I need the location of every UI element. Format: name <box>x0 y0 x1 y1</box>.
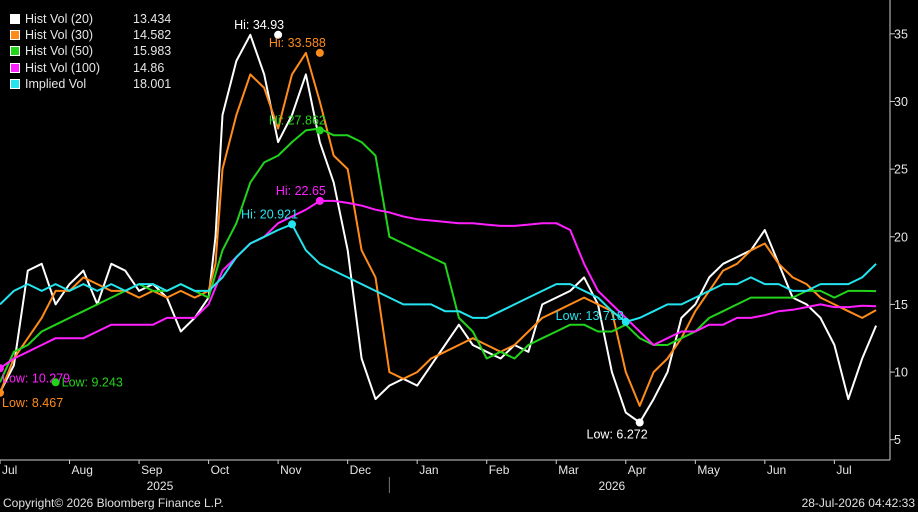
footer: Copyright© 2026 Bloomberg Finance L.P. 2… <box>0 494 918 512</box>
x-tick-label: Oct <box>211 463 230 477</box>
annotation-label: Low: 6.272 <box>587 427 648 441</box>
x-tick-label: Dec <box>350 463 371 477</box>
y-tick-label: 35 <box>894 27 908 41</box>
annotation-marker <box>315 126 324 135</box>
x-tick-label: Apr <box>628 463 647 477</box>
year-label: 2026 <box>599 479 626 493</box>
x-tick-label: Jul <box>2 463 17 477</box>
series-line <box>0 199 877 370</box>
legend-label: Hist Vol (100) <box>25 60 101 75</box>
annotation-label: Hi: 34.93 <box>234 18 284 32</box>
annotation-label: Hi: 27.862 <box>269 113 326 127</box>
annotation-marker <box>635 418 644 427</box>
y-tick-label: 15 <box>894 298 908 312</box>
legend-value: 13.434 <box>133 12 172 27</box>
legend-label: Hist Vol (50) <box>25 44 94 59</box>
series-line <box>0 33 878 424</box>
annotation-label: Low: 9.243 <box>62 375 123 389</box>
x-tick-label: Nov <box>280 463 301 477</box>
legend-value: 14.582 <box>133 28 172 43</box>
y-tick-label: 20 <box>894 230 908 244</box>
legend: Hist Vol (20) 13.434 Hist Vol (30) 14.58… <box>6 9 176 95</box>
annotation-marker <box>274 30 283 39</box>
legend-value: 15.983 <box>133 44 172 59</box>
legend-item[interactable]: Implied Vol 18.001 <box>10 76 171 92</box>
legend-value: 18.001 <box>133 76 172 91</box>
legend-item[interactable]: Hist Vol (100) 14.86 <box>10 60 171 76</box>
y-tick-label: 25 <box>894 163 908 177</box>
annotation-label: Hi: 33.588 <box>269 36 326 50</box>
x-tick-label: Feb <box>489 463 510 477</box>
x-tick-label: Jan <box>419 463 438 477</box>
x-tick-label: Sep <box>141 463 163 477</box>
annotation-marker <box>288 220 297 229</box>
annotation-marker <box>0 388 4 397</box>
y-tick-label: 10 <box>894 366 908 380</box>
series-line <box>0 127 877 383</box>
legend-item[interactable]: Hist Vol (20) 13.434 <box>10 11 171 27</box>
annotation-marker <box>315 196 324 205</box>
legend-swatch <box>10 78 20 89</box>
x-tick-label: May <box>697 463 720 477</box>
annotation-label: Low: 10.279 <box>2 371 70 385</box>
annotation-marker <box>51 378 60 387</box>
annotation-label: Hi: 22.65 <box>276 184 326 198</box>
annotation-label: Low: 13.718 <box>556 309 624 323</box>
legend-label: Hist Vol (30) <box>25 28 94 43</box>
legend-value: 14.86 <box>133 60 165 75</box>
timestamp-text: 28-Jul-2026 04:42:33 <box>801 496 915 510</box>
annotation-marker <box>0 364 4 373</box>
legend-swatch <box>10 30 20 41</box>
x-tick-label: Jun <box>767 463 786 477</box>
annotation-label: Hi: 20.921 <box>241 207 298 221</box>
legend-item[interactable]: Hist Vol (50) 15.983 <box>10 43 171 59</box>
x-tick-label: Mar <box>558 463 579 477</box>
legend-label: Hist Vol (20) <box>25 12 94 27</box>
y-tick-label: 30 <box>894 95 908 109</box>
x-tick-label: Aug <box>72 463 93 477</box>
x-tick-label: Jul <box>836 463 851 477</box>
annotation-label: Low: 8.467 <box>2 396 63 410</box>
legend-swatch <box>10 46 20 57</box>
series-line <box>0 223 877 323</box>
annotation-marker <box>315 48 324 57</box>
legend-swatch <box>10 62 20 73</box>
legend-swatch <box>10 14 20 25</box>
copyright-text: Copyright© 2026 Bloomberg Finance L.P. <box>3 496 224 510</box>
legend-label: Implied Vol <box>25 76 87 91</box>
year-label: 2025 <box>147 479 174 493</box>
y-tick-label: 5 <box>894 433 901 447</box>
series-line <box>0 51 877 407</box>
annotation-marker <box>621 317 630 326</box>
legend-item[interactable]: Hist Vol (30) 14.582 <box>10 27 171 43</box>
